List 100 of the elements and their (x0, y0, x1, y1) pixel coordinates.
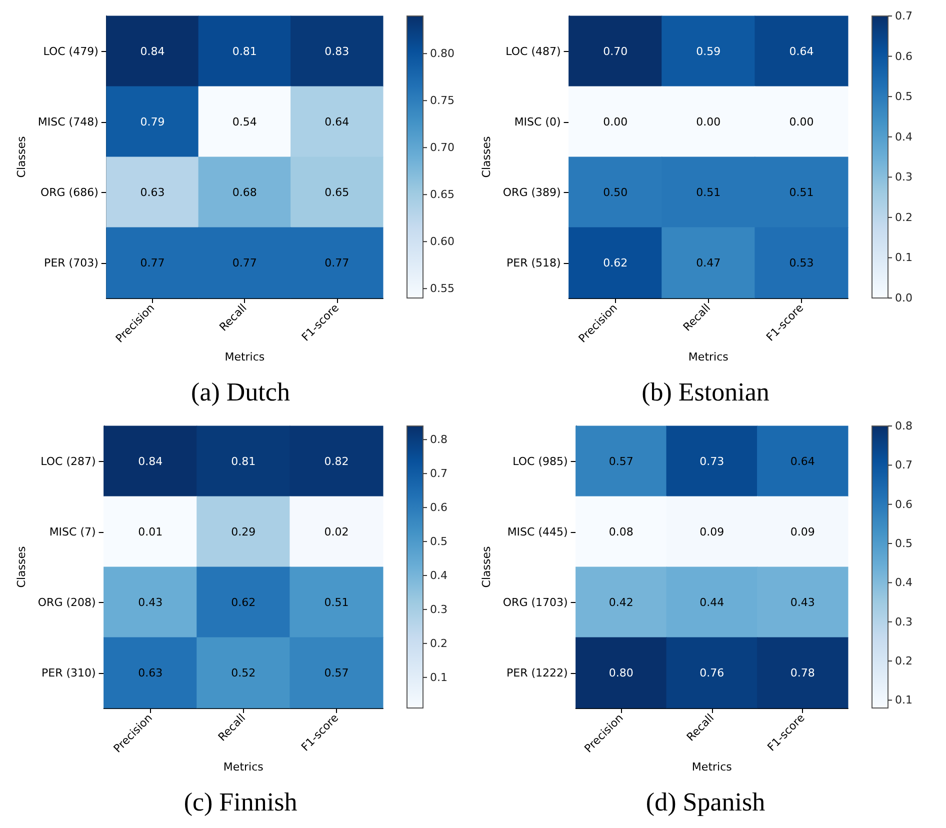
data-label: 0.80 (608, 666, 634, 680)
data-label: 0.09 (700, 525, 724, 538)
color-bar-label: 0.4 (895, 576, 912, 590)
y-axis-title: Classes (480, 136, 493, 178)
x-axis-title: Metrics (688, 350, 729, 364)
data-label: 0.79 (140, 115, 165, 128)
data-label: 0.65 (324, 186, 350, 199)
color-bar-label: 0.3 (895, 615, 912, 628)
data-label: 0.01 (138, 525, 163, 538)
data-label: 0.51 (789, 186, 814, 199)
color-bar-label: 0.2 (895, 654, 912, 668)
color-bar-label: 0.1 (895, 694, 912, 707)
color-bar-label: 0.5 (430, 535, 448, 548)
data-label: 0.43 (790, 596, 815, 609)
data-label: 0.50 (603, 186, 628, 199)
color-bar-label: 0.3 (895, 170, 912, 184)
data-label: 0.51 (696, 186, 721, 199)
color-bar-label: 0.8 (430, 433, 448, 446)
color-bar-label: 0.80 (430, 47, 454, 60)
y-tick-label: ORG (1703) (502, 596, 568, 609)
color-bar-label: 0.4 (895, 130, 912, 144)
y-axis-title: Classes (480, 546, 493, 588)
data-label: 0.59 (696, 44, 721, 58)
y-tick-label: LOC (287) (40, 454, 96, 468)
color-bar-label: 0.70 (430, 141, 454, 154)
color-bar-label: 0.6 (895, 498, 912, 511)
x-axis-title: Metrics (224, 350, 265, 364)
data-label: 0.84 (140, 44, 165, 58)
color-bar-label: 0.7 (430, 467, 448, 480)
y-tick-label: PER (310) (41, 666, 96, 680)
color-bar-label: 0.3 (430, 602, 448, 616)
data-label: 0.53 (789, 256, 814, 270)
data-label: 0.62 (231, 596, 256, 609)
y-tick-label: PER (703) (44, 256, 98, 270)
data-label: 0.78 (790, 666, 815, 680)
color-bar-label: 0.1 (430, 670, 448, 684)
y-tick-label: ORG (389) (502, 186, 561, 199)
color-bar-label: 0.1 (895, 251, 912, 264)
text: (b) Estonian (642, 378, 770, 406)
y-tick-label: LOC (985) (512, 454, 568, 468)
data-label: 0.77 (232, 256, 257, 270)
data-label: 0.47 (696, 256, 721, 270)
data-label: 0.52 (231, 666, 256, 680)
data-label: 0.70 (603, 44, 628, 58)
data-label: 0.64 (790, 454, 815, 468)
color-bar-label: 0.65 (430, 188, 454, 202)
data-label: 0.54 (232, 115, 257, 128)
data-label: 0.63 (138, 666, 163, 680)
color-bar-label: 0.6 (430, 501, 448, 514)
data-label: 0.42 (608, 596, 634, 609)
y-axis-title: Classes (15, 546, 28, 588)
y-tick-label: MISC (748) (38, 115, 98, 128)
data-label: 0.57 (608, 454, 634, 468)
data-label: 0.68 (232, 186, 257, 199)
data-label: 0.63 (140, 186, 165, 199)
data-label: 0.02 (324, 525, 349, 538)
data-label: 0.64 (789, 44, 814, 58)
data-label: 0.51 (324, 596, 349, 609)
y-tick-label: LOC (479) (43, 44, 98, 58)
y-tick-label: MISC (7) (49, 525, 96, 538)
text: (c) Finnish (184, 788, 298, 816)
color-bar-label: 0.8 (895, 420, 912, 432)
color-bar-label: 0.2 (430, 636, 448, 650)
color-bar-label: 0.75 (430, 94, 454, 108)
data-label: 0.73 (700, 454, 724, 468)
color-bar-label: 0.55 (430, 282, 454, 296)
y-tick-label: ORG (208) (38, 596, 96, 609)
color-bar-label: 0.7 (895, 10, 912, 22)
data-label: 0.76 (700, 666, 724, 680)
data-label: 0.44 (700, 596, 724, 609)
color-bar-label: 0.7 (895, 458, 912, 472)
data-label: 0.29 (231, 525, 256, 538)
y-tick-label: MISC (445) (507, 525, 568, 538)
color-bar-label: 0.4 (430, 568, 448, 582)
text: (a) Dutch (191, 378, 290, 406)
y-tick-label: PER (1222) (506, 666, 568, 680)
y-axis-title: Classes (15, 136, 28, 178)
data-label: 0.09 (790, 525, 815, 538)
y-tick-label: ORG (686) (40, 186, 98, 199)
data-label: 0.83 (324, 44, 350, 58)
data-label: 0.00 (603, 115, 628, 128)
data-label: 0.00 (789, 115, 814, 128)
x-axis-title: Metrics (223, 760, 264, 774)
x-axis-title: Metrics (692, 760, 732, 774)
y-tick-label: MISC (0) (514, 115, 561, 128)
data-label: 0.64 (324, 115, 350, 128)
text: (d) Spanish (646, 788, 766, 816)
y-tick-label: LOC (487) (506, 44, 561, 58)
data-label: 0.62 (603, 256, 628, 270)
data-label: 0.08 (608, 525, 634, 538)
color-bar-label: 0.0 (895, 292, 912, 304)
data-label: 0.57 (324, 666, 349, 680)
color-bar-label: 0.2 (895, 210, 912, 224)
data-label: 0.81 (231, 454, 256, 468)
data-label: 0.81 (232, 44, 257, 58)
data-label: 0.77 (324, 256, 350, 270)
data-label: 0.84 (138, 454, 163, 468)
data-label: 0.77 (140, 256, 165, 270)
color-bar-label: 0.5 (895, 537, 912, 550)
y-tick-label: PER (518) (506, 256, 561, 270)
